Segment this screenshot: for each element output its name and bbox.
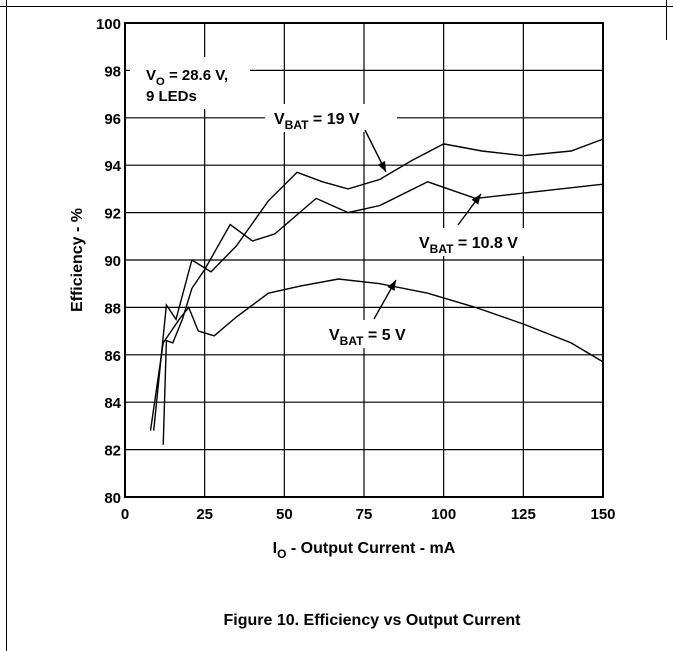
series-label-part: V	[419, 235, 430, 252]
label-box	[320, 320, 442, 348]
series-label: VBAT = 5 V	[329, 327, 406, 348]
y-tick-label: 82	[104, 443, 121, 460]
y-tick-label: 100	[96, 16, 121, 33]
y-tick-label: 88	[104, 300, 121, 317]
plot-border	[124, 22, 604, 498]
series-label-part: V	[274, 111, 285, 128]
arrow-head	[387, 280, 396, 291]
annotation: VO = 28.6 V,	[146, 67, 228, 88]
x-axis-label: IO - Output Current - mA	[273, 540, 456, 561]
x-axis-label-part: O	[277, 547, 286, 561]
series-label-part: = 19 V	[308, 111, 359, 128]
y-axis-label: Efficiency - %	[69, 208, 86, 312]
series-label-part: V	[329, 327, 340, 344]
x-axis-label-part: - Output Current - mA	[286, 540, 455, 557]
x-tick-label: 25	[196, 506, 213, 523]
series-label-part: BAT	[430, 242, 454, 256]
x-tick-label: 150	[590, 506, 615, 523]
annotation-box	[130, 57, 250, 109]
y-tick-label: 90	[104, 253, 121, 270]
series-label: VBAT = 19 V	[274, 111, 360, 132]
y-tick-label: 86	[104, 348, 121, 365]
y-tick-label: 96	[104, 111, 121, 128]
annotation-part: O	[156, 76, 165, 88]
x-axis-label-part: I	[273, 540, 277, 557]
annotation-part: V	[146, 67, 156, 84]
x-tick-label: 50	[276, 506, 293, 523]
arrow-head	[377, 161, 386, 172]
line	[162, 181, 604, 445]
series-label: VBAT = 10.8 V	[419, 235, 518, 256]
annotation-part: = 28.6 V,	[165, 67, 228, 84]
x-tick-label: 75	[356, 506, 373, 523]
y-tick-label: 92	[104, 206, 121, 223]
series-label-part: BAT	[285, 118, 309, 132]
line	[153, 138, 604, 431]
series-label-part: = 10.8 V	[453, 235, 518, 252]
chart-title: Figure 10. Efficiency vs Output Current	[224, 612, 522, 629]
line	[149, 278, 604, 431]
label-box	[410, 228, 560, 256]
y-tick-label: 80	[104, 490, 121, 507]
annotation: 9 LEDs	[146, 88, 197, 105]
series-label-part: BAT	[340, 334, 364, 348]
y-tick-label: 98	[104, 63, 121, 80]
y-tick-label: 94	[104, 158, 121, 175]
annotation-part: 9 LEDs	[146, 88, 197, 105]
label-box	[265, 104, 397, 132]
x-tick-label: 125	[511, 506, 536, 523]
y-tick-label: 84	[104, 395, 121, 412]
x-tick-label: 100	[431, 506, 456, 523]
x-tick-label: 0	[121, 506, 129, 523]
arrow-head	[471, 194, 481, 205]
series-label-part: = 5 V	[363, 327, 406, 344]
